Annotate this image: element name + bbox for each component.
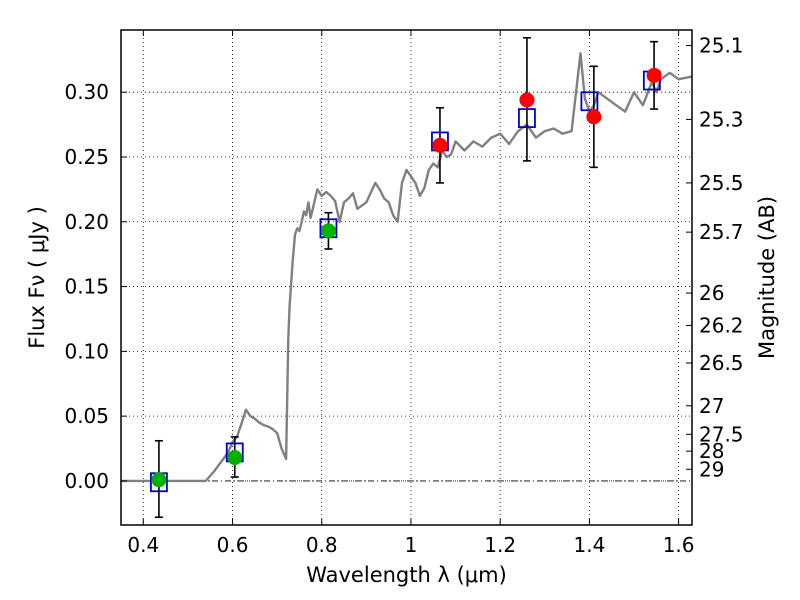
y2-tick-label: 27 <box>699 394 724 418</box>
x-tick-label: 0.8 <box>306 533 338 557</box>
y2-tick-label: 28 <box>699 439 724 463</box>
model-photometry-square <box>580 91 599 112</box>
y-tick-label: 0.05 <box>64 404 109 428</box>
observed-photometry-point <box>227 450 243 466</box>
x-tick-label: 0.4 <box>127 533 159 557</box>
y-tick-label: 0.10 <box>64 339 109 363</box>
x-tick-label: 1.6 <box>663 533 695 557</box>
model-spectrum-layer <box>121 52 693 483</box>
x-axis-label: Wavelength λ (μm) <box>306 563 507 587</box>
y-tick-label: 0.25 <box>64 145 109 169</box>
x-tick-label: 1.2 <box>484 533 516 557</box>
y2-tick-label: 25.3 <box>699 107 744 131</box>
y-tick-label: 0.15 <box>64 275 109 299</box>
y-axis-label: Flux Fν ( μJy ) <box>25 206 49 349</box>
y-tick-label: 0.00 <box>64 469 109 493</box>
observed-photometry-point <box>586 109 602 125</box>
y-tick-label: 0.30 <box>64 80 109 104</box>
observed-photometry-point <box>432 137 448 153</box>
y-tick-label: 0.20 <box>64 210 109 234</box>
y2-tick-label: 26.5 <box>699 351 744 375</box>
y-tick-labels: 0.00 0.05 0.10 0.15 0.20 0.25 0.30 <box>64 80 109 493</box>
y2-axis-label: Magnitude (AB) <box>755 196 779 359</box>
x-tick-label: 0.6 <box>217 533 249 557</box>
x-tick-label: 1 <box>405 533 418 557</box>
y2-tick-label: 25.1 <box>699 34 744 58</box>
y2-tick-label: 27.5 <box>699 422 744 446</box>
x-tick-labels: 0.4 0.6 0.8 1 1.2 1.4 1.6 <box>127 533 694 557</box>
y2-tick-label: 26 <box>699 281 724 305</box>
observed-photometry-point <box>646 67 662 83</box>
y2-tick-label: 29 <box>699 457 724 481</box>
observed-photometry-point <box>320 223 336 239</box>
y2-tick-label: 25.7 <box>699 220 744 244</box>
plot-frame <box>120 29 693 526</box>
tick-layer <box>121 30 692 525</box>
y2-tick-label: 26.2 <box>699 313 744 337</box>
observed-photometry-point <box>151 472 167 488</box>
observed-photometry-layer <box>151 67 662 488</box>
model-photometry-square <box>518 108 536 129</box>
model-spectrum-line <box>121 52 693 483</box>
observed-photometry-point <box>519 92 535 108</box>
y2-tick-label: 25.5 <box>699 171 744 195</box>
x-tick-label: 1.4 <box>573 533 605 557</box>
